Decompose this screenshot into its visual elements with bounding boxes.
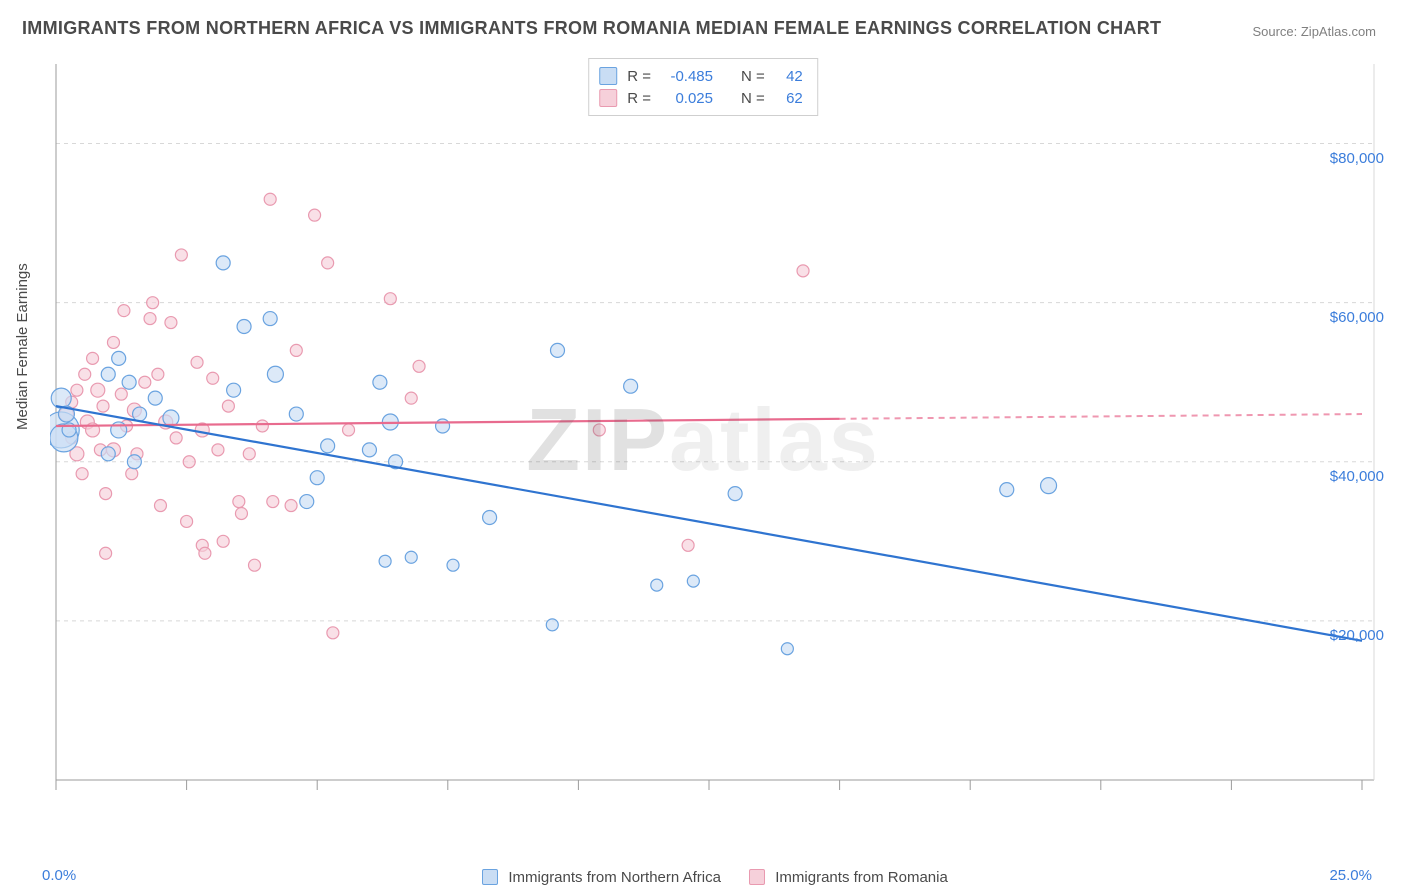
y-tick-label: $80,000 [1330, 150, 1384, 167]
r-label: R = [627, 90, 651, 107]
stats-legend-row-b: R = 0.025 N = 62 [599, 87, 803, 109]
series-legend: Immigrants from Northern Africa Immigran… [0, 869, 1406, 886]
n-label: N = [741, 68, 765, 85]
legend-swatch-a [482, 869, 498, 885]
source-label: Source: ZipAtlas.com [1252, 24, 1376, 39]
legend-swatch-b [599, 89, 617, 107]
y-tick-label: $20,000 [1330, 627, 1384, 644]
legend-label-a: Immigrants from Northern Africa [508, 869, 721, 886]
legend-swatch-a [599, 67, 617, 85]
legend-label-b: Immigrants from Romania [775, 869, 948, 886]
n-value-b: 62 [775, 90, 803, 107]
chart-svg [50, 60, 1380, 810]
r-value-b: 0.025 [661, 90, 713, 107]
n-label: N = [741, 90, 765, 107]
stats-legend-row-a: R = -0.485 N = 42 [599, 65, 803, 87]
n-value-a: 42 [775, 68, 803, 85]
y-tick-label: $40,000 [1330, 468, 1384, 485]
y-tick-label: $60,000 [1330, 309, 1384, 326]
r-value-a: -0.485 [661, 68, 713, 85]
legend-swatch-b [749, 869, 765, 885]
r-label: R = [627, 68, 651, 85]
stats-legend: R = -0.485 N = 42 R = 0.025 N = 62 [588, 58, 818, 116]
chart-title: IMMIGRANTS FROM NORTHERN AFRICA VS IMMIG… [22, 18, 1161, 39]
chart-plot-area [50, 60, 1380, 810]
y-axis-label: Median Female Earnings [14, 263, 31, 430]
